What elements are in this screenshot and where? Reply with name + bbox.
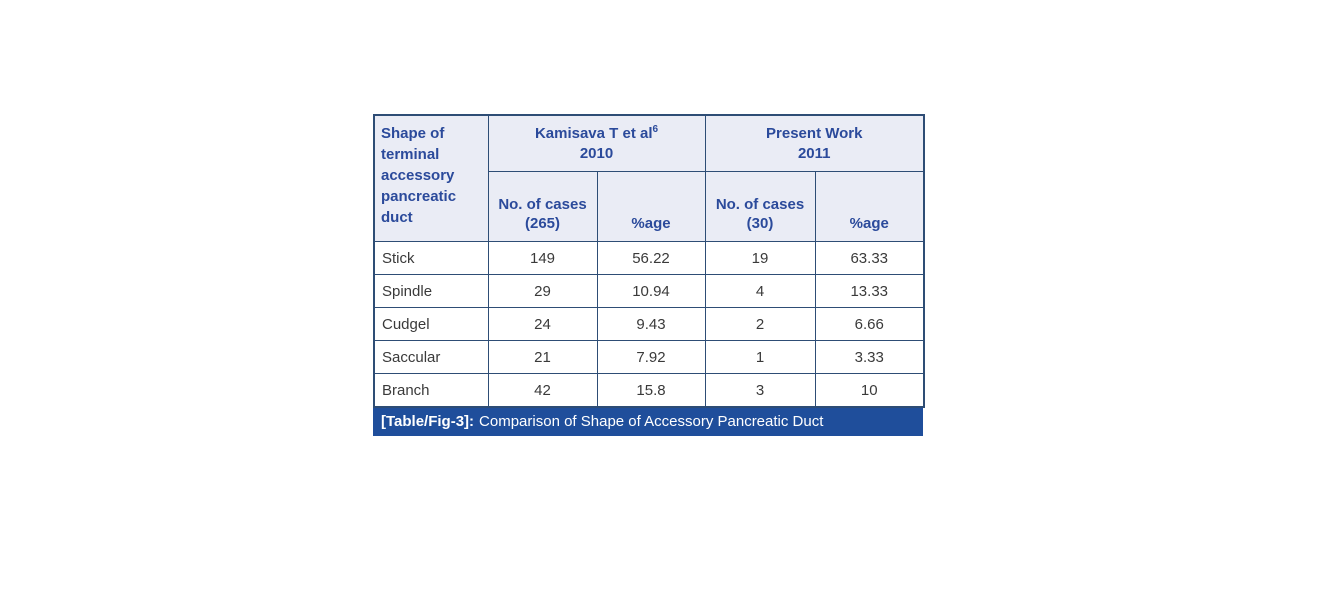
subheader-present-cases: No. of cases (30) xyxy=(704,171,816,242)
table-row-stick: Stick 149 56.22 19 63.33 xyxy=(373,241,925,275)
cell-kamisava-pct: 56.22 xyxy=(596,241,706,275)
group-header-kamisava-year: 2010 xyxy=(579,144,614,162)
cell-kamisava-pct: 7.92 xyxy=(596,340,706,374)
table-row-saccular: Saccular 21 7.92 1 3.33 xyxy=(373,340,925,374)
table-caption: [Table/Fig-3]: Comparison of Shape of Acc… xyxy=(373,408,923,436)
cell-present-pct: 63.33 xyxy=(814,241,925,275)
cell-kamisava-cases: 24 xyxy=(487,307,598,341)
table-caption-label: [Table/Fig-3]: xyxy=(381,413,475,430)
cell-kamisava-pct: 10.94 xyxy=(596,274,706,308)
cell-kamisava-cases: 21 xyxy=(487,340,598,374)
comparison-table: Shape of terminal accessory pancreatic d… xyxy=(373,114,925,408)
cell-shape: Cudgel xyxy=(373,307,489,341)
cell-kamisava-cases: 29 xyxy=(487,274,598,308)
group-header-present-year: 2011 xyxy=(797,144,831,162)
table-fig-3: Shape of terminal accessory pancreatic d… xyxy=(373,114,925,436)
cell-shape: Saccular xyxy=(373,340,489,374)
cell-present-cases: 4 xyxy=(704,274,816,308)
cell-present-pct: 10 xyxy=(814,373,925,408)
table-row-spindle: Spindle 29 10.94 4 13.33 xyxy=(373,274,925,308)
table-caption-text: Comparison of Shape of Accessory Pancrea… xyxy=(479,413,824,430)
cell-shape: Stick xyxy=(373,241,489,275)
cell-shape: Branch xyxy=(373,373,489,408)
subheader-present-pct: %age xyxy=(814,171,925,242)
cell-kamisava-pct: 9.43 xyxy=(596,307,706,341)
cell-shape: Spindle xyxy=(373,274,489,308)
group-header-kamisava-superscript: 6 xyxy=(652,123,659,135)
cell-present-pct: 6.66 xyxy=(814,307,925,341)
subheader-kamisava-pct: %age xyxy=(596,171,706,242)
group-header-kamisava-title: Kamisava T et al xyxy=(534,124,653,142)
cell-present-cases: 1 xyxy=(704,340,816,374)
table-row-branch: Branch 42 15.8 3 10 xyxy=(373,373,925,408)
cell-present-cases: 2 xyxy=(704,307,816,341)
cell-present-cases: 19 xyxy=(704,241,816,275)
cell-kamisava-cases: 149 xyxy=(487,241,598,275)
header-row-groups: Shape of terminal accessory pancreatic d… xyxy=(373,114,925,242)
cell-present-cases: 3 xyxy=(704,373,816,408)
corner-header-label: Shape of terminal accessory pancreatic d… xyxy=(381,125,457,226)
subheader-kamisava-cases: No. of cases (265) xyxy=(487,171,598,242)
corner-header-cell: Shape of terminal accessory pancreatic d… xyxy=(373,114,489,242)
cell-present-pct: 3.33 xyxy=(814,340,925,374)
group-header-present-work: Present Work 2011 xyxy=(704,114,925,172)
cell-kamisava-pct: 15.8 xyxy=(596,373,706,408)
group-header-present-title: Present Work xyxy=(766,124,863,142)
cell-present-pct: 13.33 xyxy=(814,274,925,308)
cell-kamisava-cases: 42 xyxy=(487,373,598,408)
header-row-subcolumns: No. of cases (265) %age No. of cases (30… xyxy=(374,171,925,242)
table-row-cudgel: Cudgel 24 9.43 2 6.66 xyxy=(373,307,925,341)
group-header-kamisava: Kamisava T et al6 2010 xyxy=(487,114,706,172)
